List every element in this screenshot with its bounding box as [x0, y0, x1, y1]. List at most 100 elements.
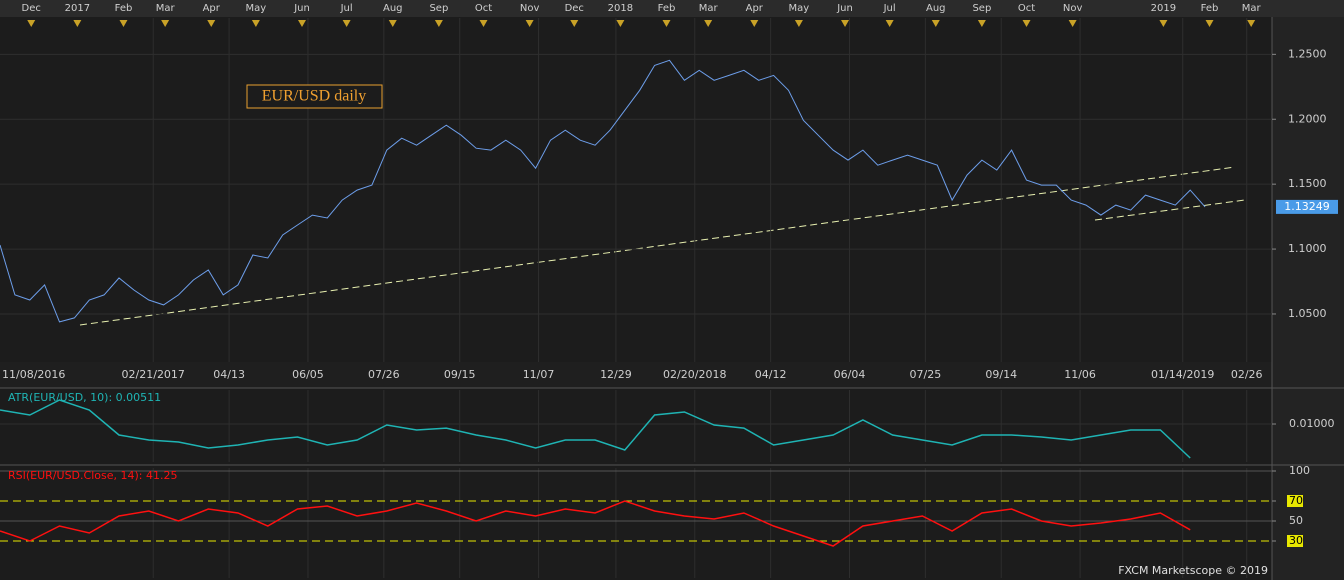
trend-line	[1094, 199, 1246, 221]
y-tick-label: 50	[1289, 514, 1303, 527]
top-tick-marker	[1205, 20, 1214, 27]
y-tick-label: 70	[1289, 494, 1303, 507]
y-tick-label: 1.2000	[1288, 112, 1327, 125]
top-tick-label: Oct	[1018, 3, 1035, 14]
series-line	[0, 399, 1191, 459]
last-value-label: 1.13249	[1284, 200, 1330, 213]
chart-title: EUR/USD daily	[262, 88, 366, 105]
pane-title: ATR(EUR/USD, 10): 0.00511	[8, 391, 161, 404]
top-tick-label: Aug	[926, 3, 946, 14]
bottom-axis-strip	[0, 362, 1272, 388]
x-tick-label: 09/15	[444, 368, 476, 381]
top-tick-marker	[1247, 20, 1256, 27]
x-tick-label: 06/05	[292, 368, 324, 381]
x-tick-label: 11/06	[1064, 368, 1096, 381]
top-tick-marker	[434, 20, 443, 27]
x-tick-label: 06/04	[834, 368, 866, 381]
top-tick-label: Jun	[293, 3, 310, 14]
top-tick-label: Feb	[115, 3, 133, 14]
top-tick-marker	[1022, 20, 1031, 27]
y-tick-label: 100	[1289, 464, 1310, 477]
x-tick-label: 07/26	[368, 368, 400, 381]
y-tick-label: 1.0500	[1288, 307, 1327, 320]
tick-label-bg	[1287, 535, 1303, 547]
last-value-tag	[1276, 199, 1338, 214]
y-tick-label: 1.2500	[1288, 47, 1327, 60]
x-tick-label: 11/07	[523, 368, 555, 381]
tick-label-bg	[1287, 495, 1303, 507]
title-box	[246, 84, 383, 109]
x-tick-label: 11/08/2016	[2, 368, 65, 381]
x-tick-label: 07/25	[910, 368, 942, 381]
top-tick-label: Dec	[565, 3, 584, 14]
top-tick-label: Jul	[340, 3, 353, 14]
pane-title: RSI(EUR/USD.Close, 14): 41.25	[8, 469, 177, 482]
top-tick-label: Sep	[972, 3, 991, 14]
top-tick-marker	[704, 20, 713, 27]
top-tick-marker	[931, 20, 940, 27]
top-tick-marker	[750, 20, 759, 27]
top-tick-marker	[73, 20, 82, 27]
top-tick-label: Nov	[1063, 3, 1083, 14]
top-tick-label: 2019	[1151, 3, 1176, 14]
top-tick-marker	[342, 20, 351, 27]
top-tick-marker	[207, 20, 216, 27]
series-line	[0, 59, 1206, 323]
top-tick-label: 2018	[608, 3, 633, 14]
top-tick-marker	[794, 20, 803, 27]
top-tick-label: 2017	[65, 3, 90, 14]
top-tick-label: Mar	[156, 3, 176, 14]
top-tick-marker	[977, 20, 986, 27]
top-tick-marker	[161, 20, 170, 27]
x-tick-label: 02/21/2017	[122, 368, 185, 381]
x-tick-label: 12/29	[600, 368, 632, 381]
top-tick-marker	[662, 20, 671, 27]
top-tick-marker	[616, 20, 625, 27]
top-tick-label: Dec	[22, 3, 41, 14]
top-tick-marker	[388, 20, 397, 27]
y-tick-label: 0.01000	[1289, 417, 1335, 430]
top-tick-label: Nov	[520, 3, 540, 14]
top-tick-label: Mar	[699, 3, 719, 14]
top-tick-label: Jul	[883, 3, 896, 14]
top-tick-marker	[479, 20, 488, 27]
y-tick-label: 30	[1289, 534, 1303, 547]
trend-line	[79, 166, 1236, 326]
top-tick-label: Feb	[658, 3, 676, 14]
top-tick-marker	[1159, 20, 1168, 27]
top-tick-label: Aug	[383, 3, 403, 14]
top-tick-marker	[525, 20, 534, 27]
series-line	[0, 500, 1191, 547]
top-tick-label: Sep	[429, 3, 448, 14]
x-tick-label: 02/20/2018	[663, 368, 726, 381]
x-tick-label: 04/12	[755, 368, 787, 381]
top-tick-label: May	[789, 3, 810, 14]
x-tick-label: 04/13	[213, 368, 245, 381]
top-axis-strip	[0, 0, 1344, 17]
y-tick-label: 1.1500	[1288, 177, 1327, 190]
top-tick-marker	[1068, 20, 1077, 27]
top-tick-marker	[885, 20, 894, 27]
top-tick-marker	[570, 20, 579, 27]
top-tick-label: Apr	[203, 3, 221, 14]
x-tick-label: 01/14/2019	[1151, 368, 1214, 381]
top-tick-label: Mar	[1242, 3, 1262, 14]
top-tick-label: Apr	[746, 3, 764, 14]
top-tick-label: Oct	[475, 3, 492, 14]
x-tick-label: 02/26	[1231, 368, 1263, 381]
top-tick-label: May	[246, 3, 267, 14]
top-tick-marker	[27, 20, 36, 27]
top-tick-marker	[298, 20, 307, 27]
x-tick-label: 09/14	[985, 368, 1017, 381]
footer: FXCM Marketscope © 2019	[1118, 564, 1268, 577]
y-tick-label: 1.1000	[1288, 242, 1327, 255]
right-axis-strip	[1272, 17, 1344, 580]
top-tick-marker	[119, 20, 128, 27]
top-tick-label: Jun	[836, 3, 853, 14]
top-tick-marker	[251, 20, 260, 27]
top-tick-label: Feb	[1201, 3, 1219, 14]
top-tick-marker	[841, 20, 850, 27]
trend-lines	[79, 166, 1246, 326]
